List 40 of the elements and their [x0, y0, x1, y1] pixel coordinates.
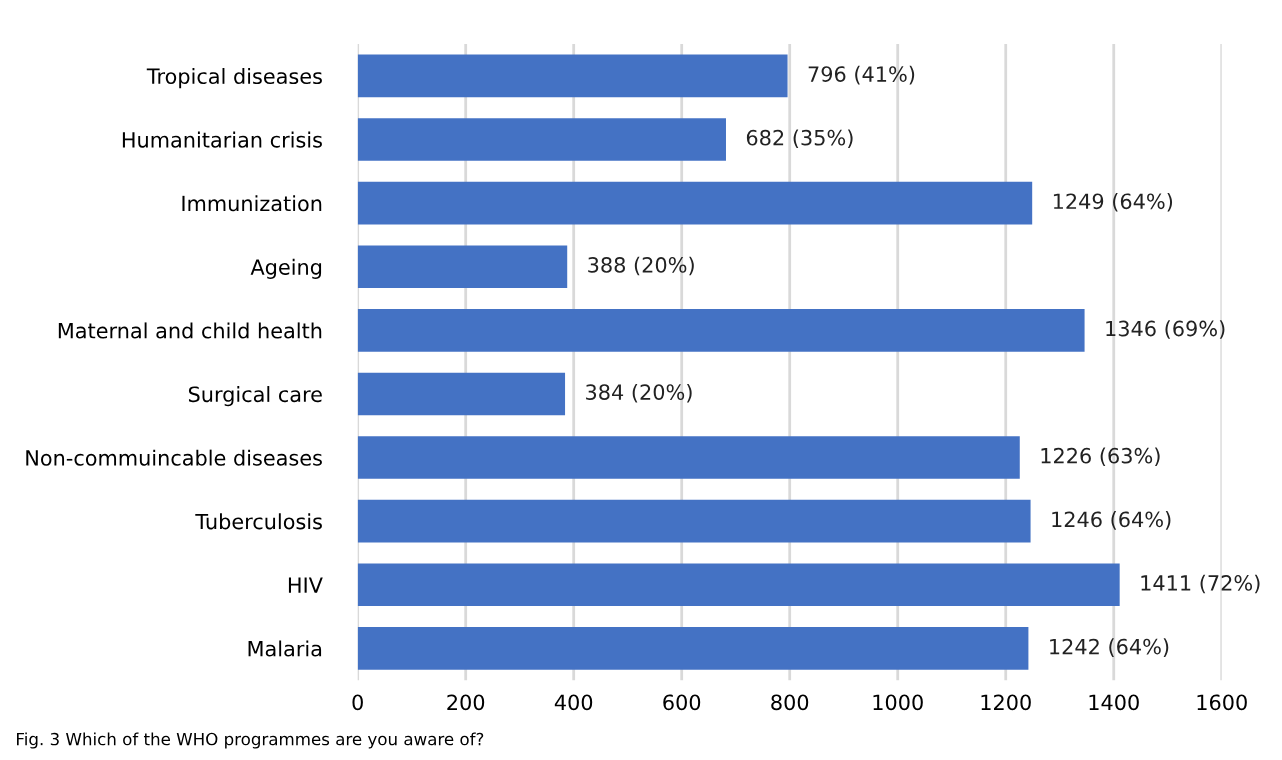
bar: [357, 309, 1085, 352]
bar: [357, 54, 788, 98]
data-label: 1226 (63%): [1041, 447, 1160, 467]
y-tick-label: Maternal and child health: [58, 322, 322, 339]
bar: [357, 245, 568, 289]
y-tick-label: Immunization: [182, 195, 322, 212]
data-label: 1246 (64%): [1052, 511, 1171, 530]
y-tick-label: HIV: [288, 577, 323, 593]
y-tick-label: Humanitarian crisis: [122, 131, 322, 148]
x-tick-label: 600: [663, 694, 701, 711]
x-tick-label: 1000: [873, 694, 923, 711]
data-label: 1242 (64%): [1050, 638, 1169, 657]
y-tick-label: Non-commuincable diseases: [26, 449, 322, 466]
x-tick-label: 400: [554, 694, 593, 711]
data-label: 388 (20%): [588, 256, 694, 276]
bar: [357, 436, 1020, 479]
data-label: 1346 (69%): [1106, 320, 1225, 339]
data-label: 1249 (64%): [1053, 193, 1173, 212]
x-tick-label: 1200: [981, 694, 1031, 711]
y-tick-label: Tuberculosis: [195, 513, 322, 530]
bar: [357, 563, 1120, 607]
y-tick-label: Ageing: [250, 258, 322, 279]
x-tick-label: 0: [352, 694, 363, 711]
data-label: 384 (20%): [586, 383, 692, 403]
x-tick-label: 800: [771, 694, 809, 711]
x-tick-label: 1600: [1197, 694, 1247, 711]
data-label: 1411 (72%): [1141, 574, 1260, 594]
y-tick-label: Malaria: [248, 640, 322, 657]
data-label: 796 (41%): [808, 65, 915, 85]
bar: [357, 372, 566, 416]
caption: Fig. 3 Which of the WHO programmes are you aware of?: [17, 732, 484, 749]
bar: [357, 181, 1033, 225]
bar: [357, 118, 726, 161]
y-tick-label: Tropical diseases: [146, 67, 322, 89]
x-tick-label: 1400: [1089, 694, 1139, 711]
bar: [357, 499, 1031, 543]
data-label: 682 (35%): [746, 129, 853, 148]
y-tick-label: Surgical care: [188, 386, 322, 407]
x-tick-label: 200: [447, 694, 485, 711]
bar: [357, 627, 1029, 670]
